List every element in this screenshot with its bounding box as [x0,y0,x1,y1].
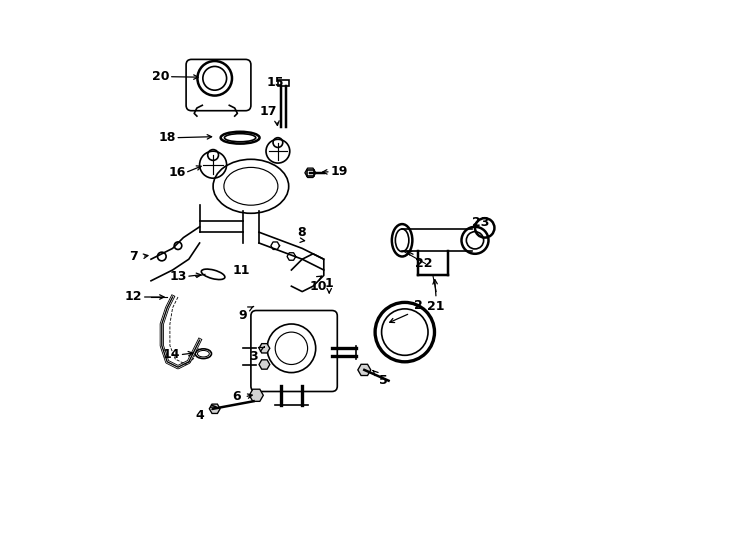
Text: 6: 6 [232,390,241,403]
Text: 18: 18 [159,131,176,144]
Bar [278,80,288,86]
Text: 20: 20 [152,70,170,83]
Text: 4: 4 [195,409,204,422]
Text: 16: 16 [168,166,186,179]
Text: 12: 12 [125,291,142,303]
Text: 10: 10 [310,280,327,293]
Text: 23: 23 [472,216,489,229]
Polygon shape [259,343,270,353]
Text: 21: 21 [427,300,445,313]
Text: 15: 15 [266,76,284,89]
Polygon shape [259,360,270,369]
Text: 14: 14 [163,348,181,361]
Bar [307,170,314,176]
Text: 5: 5 [379,374,388,387]
Text: 2: 2 [414,299,423,312]
Text: 1: 1 [325,277,333,290]
Polygon shape [250,389,264,401]
Text: 17: 17 [260,105,277,118]
Text: 8: 8 [297,226,305,239]
Text: 11: 11 [233,264,250,276]
Text: 22: 22 [415,257,432,270]
Text: 13: 13 [170,270,186,283]
Text: 7: 7 [129,250,138,263]
Text: 9: 9 [239,309,247,322]
Polygon shape [209,404,220,414]
Text: 19: 19 [330,165,348,178]
Text: 3: 3 [250,350,258,363]
Polygon shape [357,364,371,375]
